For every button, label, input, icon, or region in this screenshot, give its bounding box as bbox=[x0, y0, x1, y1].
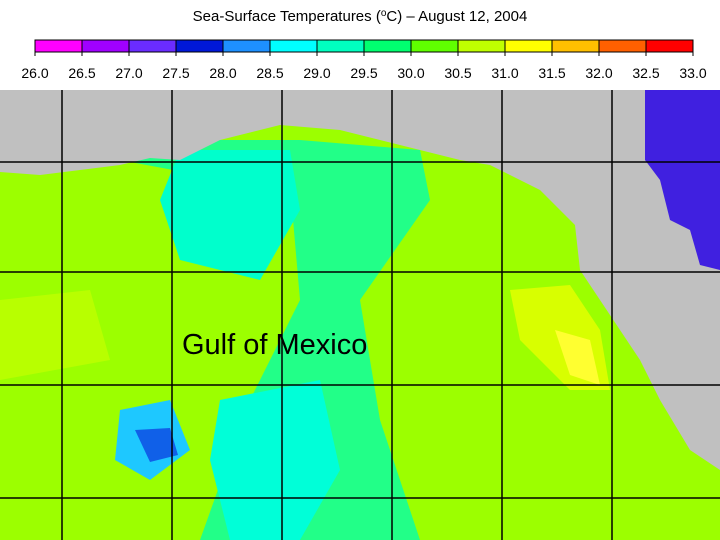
map-label: Gulf of Mexico bbox=[182, 329, 367, 361]
title-text: C) – August 12, 2004 bbox=[386, 8, 527, 25]
colorbar-tick-label: 33.0 bbox=[679, 65, 706, 81]
colorbar-tick-label: 29.5 bbox=[350, 65, 377, 81]
colorbar-bin bbox=[35, 40, 82, 52]
colorbar-tick-label: 26.5 bbox=[68, 65, 95, 81]
colorbar-bin bbox=[364, 40, 411, 52]
title-superscript: o bbox=[381, 8, 387, 19]
colorbar-tick-label: 28.0 bbox=[209, 65, 236, 81]
colorbar-tick-label: 29.0 bbox=[303, 65, 330, 81]
colorbar-tick-label: 30.0 bbox=[397, 65, 424, 81]
colorbar-tick-label: 26.0 bbox=[21, 65, 48, 81]
colorbar-bin bbox=[458, 40, 505, 52]
sst-region bbox=[0, 290, 110, 380]
colorbar-tick-label: 32.0 bbox=[585, 65, 612, 81]
colorbar-bin bbox=[552, 40, 599, 52]
sst-region bbox=[135, 428, 178, 462]
colorbar-tick-label: 28.5 bbox=[256, 65, 283, 81]
colorbar-bin bbox=[129, 40, 176, 52]
colorbar-tick-label: 27.0 bbox=[115, 65, 142, 81]
map: Gulf of Mexico bbox=[0, 90, 720, 540]
colorbar-tick-label: 30.5 bbox=[444, 65, 471, 81]
colorbar-tick-label: 31.5 bbox=[538, 65, 565, 81]
colorbar-tick-label: 31.0 bbox=[491, 65, 518, 81]
colorbar-bin bbox=[82, 40, 129, 52]
colorbar: 26.0 26.5 27.0 27.5 28.0 28.5 29.0 29.5 30.0 30.5… bbox=[21, 39, 707, 81]
sst-region bbox=[210, 380, 340, 540]
title: Sea-Surface Temperatures (oC) – August 1… bbox=[193, 8, 528, 25]
colorbar-bin bbox=[176, 40, 223, 52]
colorbar-tick-label: 32.5 bbox=[632, 65, 659, 81]
colorbar-bin bbox=[270, 40, 317, 52]
sst-region bbox=[160, 150, 300, 280]
colorbar-bin bbox=[223, 40, 270, 52]
land bbox=[0, 90, 720, 470]
colorbar-bin bbox=[599, 40, 646, 52]
title-text: Sea-Surface Temperatures ( bbox=[193, 8, 381, 25]
colorbar-bin bbox=[505, 40, 552, 52]
colorbar-bin bbox=[317, 40, 364, 52]
colorbar-bin bbox=[411, 40, 458, 52]
sst-region bbox=[555, 330, 600, 385]
graticule bbox=[0, 90, 720, 540]
colorbar-tick-label: 27.5 bbox=[162, 65, 189, 81]
sst-region bbox=[645, 90, 720, 270]
colorbar-bin bbox=[646, 40, 693, 52]
